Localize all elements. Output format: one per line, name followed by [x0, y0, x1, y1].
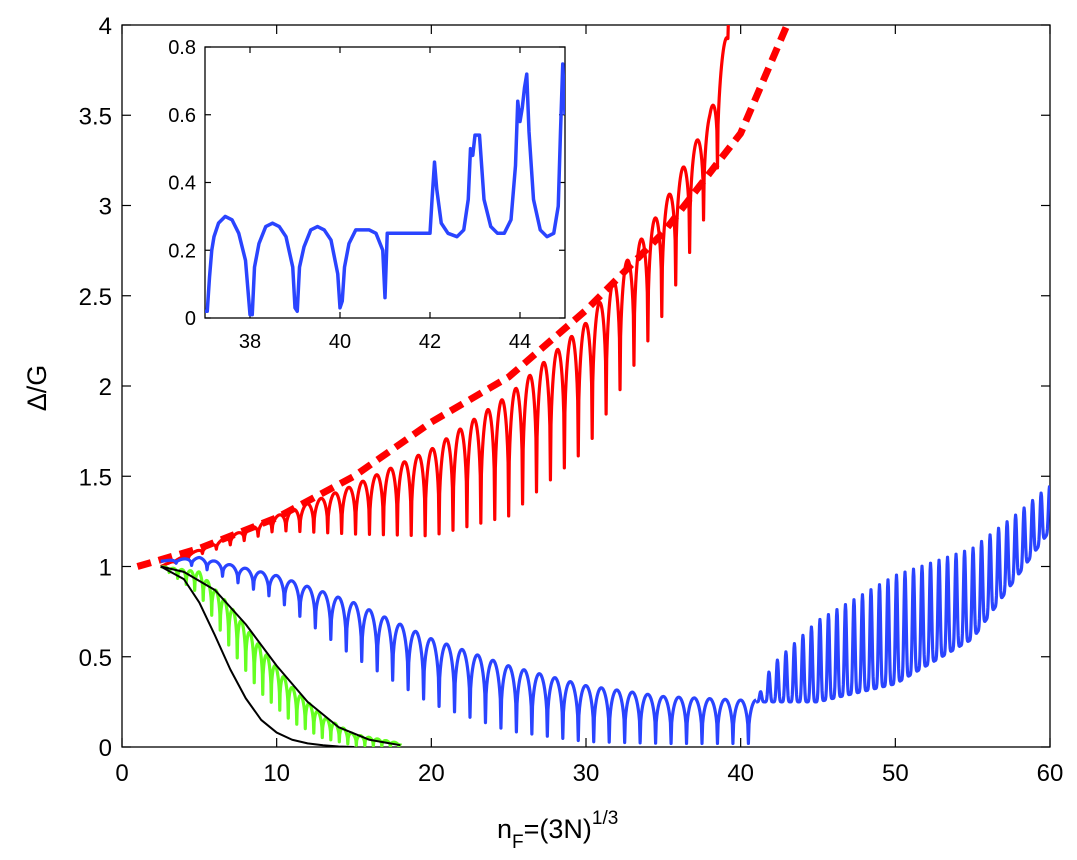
main-series-2-line [159, 25, 730, 569]
main-y-tick-label: 1.5 [79, 464, 112, 491]
inset-x-tick-label: 44 [509, 331, 531, 353]
inset-series-1-line [205, 62, 565, 317]
main-y-tick-label: 0.5 [79, 645, 112, 672]
main-x-tick-label: 30 [573, 760, 600, 787]
main-y-tick-label: 0 [99, 735, 112, 762]
inset-y-tick-label: 0.2 [168, 240, 196, 262]
inset-y-tick-label: 0.6 [168, 105, 196, 127]
inset-x-tick-label: 38 [239, 331, 261, 353]
main-x-tick-label: 0 [115, 760, 128, 787]
x-axis-title: nF=(3N)1/3 [497, 808, 618, 853]
main-plot: 0 10 20 30 40 50 60 0 0.5 1 1.5 2 2.5 3 3.5 4 [79, 13, 1064, 787]
y-axis-title: Δ/G [22, 365, 52, 412]
inset-y-tick-label: 0.8 [168, 37, 196, 59]
inset-x-tick-label: 40 [329, 331, 351, 353]
main-y-tick-label: 1 [99, 555, 112, 582]
main-x-tick-label: 60 [1037, 760, 1064, 787]
inset-y-tick-label: 0.4 [168, 173, 196, 195]
inset-plot: 38 40 42 44 0 0.2 0.4 0.6 0.8 [168, 37, 566, 353]
main-series-4-line [754, 485, 1050, 704]
main-x-tick-label: 20 [418, 760, 445, 787]
main-y-tick-label: 2.5 [79, 284, 112, 311]
main-y-tick-label: 4 [99, 13, 112, 40]
main-x-tick-label: 10 [263, 760, 290, 787]
inset-y-tick-label: 0 [185, 308, 196, 330]
inset-x-tick-label: 42 [419, 331, 441, 353]
main-y-tick-label: 2 [99, 374, 112, 401]
main-x-tick-label: 50 [882, 760, 909, 787]
main-series-6-line [160, 565, 355, 747]
main-series-3-line [159, 555, 758, 745]
main-x-tick-label: 40 [727, 760, 754, 787]
main-series-7-line [160, 565, 401, 747]
main-y-tick-label: 3.5 [79, 103, 112, 130]
main-y-tick-label: 3 [99, 194, 112, 221]
